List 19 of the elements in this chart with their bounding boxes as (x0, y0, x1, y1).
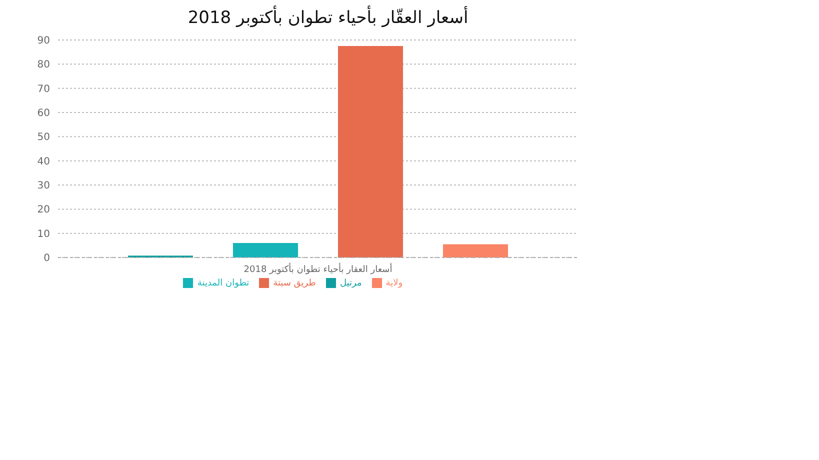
legend-label: تطوان المدينة (197, 278, 250, 288)
legend-label: ولاية (386, 278, 403, 288)
y-tick-label: 80 (37, 60, 50, 71)
bar (233, 243, 298, 258)
x-tick-label: أسعار العقار بأحياء تطوان بأكتوبر 2018 (244, 262, 392, 275)
y-tick-label: 30 (37, 180, 50, 192)
bar (443, 244, 508, 258)
chart-title: أسعار العقّار بأحياء تطوان بأكتوبر 2018 (186, 8, 470, 28)
y-tick-label: 60 (37, 108, 50, 120)
y-tick-label: 40 (37, 156, 50, 168)
y-tick-label: 70 (37, 84, 50, 95)
bar (338, 46, 403, 258)
y-tick-label: 90 (37, 36, 50, 47)
legend-label: مرتيل (340, 278, 362, 288)
y-tick-label: 0 (44, 253, 50, 264)
legend-label: طريق سبتة (273, 278, 316, 288)
y-tick-label: 10 (37, 228, 50, 240)
y-tick-label: 20 (37, 204, 50, 216)
y-tick-label: 50 (37, 132, 50, 144)
